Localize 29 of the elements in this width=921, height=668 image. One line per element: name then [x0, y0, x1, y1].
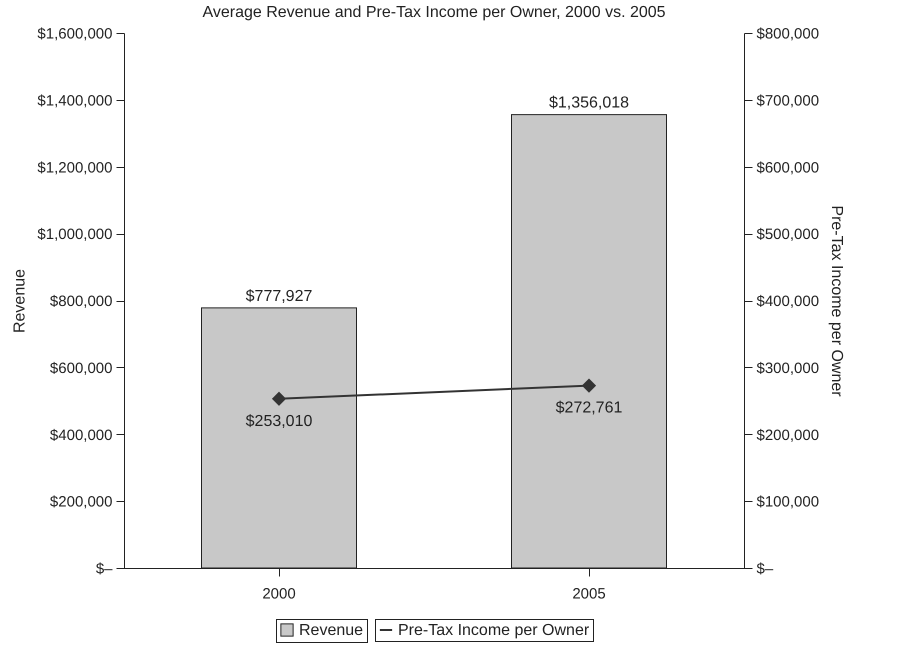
- y-tick-label: $–: [96, 560, 114, 578]
- y-tick-label: $600,000: [50, 360, 112, 377]
- chart-title: Average Revenue and Pre-Tax Income per Owner, 2000 vs. 2005: [202, 4, 666, 21]
- y-tick-label: $400,000: [50, 426, 112, 444]
- data-label: $253,010: [246, 412, 312, 430]
- legend-label: Revenue: [299, 622, 364, 639]
- y2-axis-title: Pre-Tax Income per Owner: [828, 205, 846, 398]
- y2-tick-label: $500,000: [756, 226, 820, 244]
- y2-tick-label: $300,000: [756, 360, 820, 377]
- legend-label: Pre-Tax Income per Owner: [398, 622, 590, 639]
- y2-tick-label: $700,000: [756, 92, 820, 110]
- y2-tick-label: $600,000: [756, 159, 820, 176]
- data-label: $272,761: [556, 400, 622, 417]
- y-tick-label: $1,600,000: [37, 26, 112, 42]
- x-tick-label: 2005: [572, 586, 606, 602]
- y-axis-title: Revenue: [11, 268, 28, 334]
- y-tick-label: $800,000: [50, 293, 112, 310]
- y-tick-label: $200,000: [50, 494, 112, 511]
- y-tick-label: $1,400,000: [37, 92, 112, 110]
- y2-tick-label: $800,000: [756, 26, 820, 42]
- data-label: $1,356,018: [548, 94, 630, 112]
- y-tick-label: $1,200,000: [37, 159, 112, 176]
- x-tick-label: 2000: [262, 586, 296, 602]
- y2-tick-label: $100,000: [756, 494, 820, 511]
- y-tick-label: $1,000,000: [37, 226, 112, 244]
- y2-tick-label: $200,000: [756, 426, 820, 444]
- y2-tick-label: $400,000: [756, 293, 820, 310]
- y2-tick-label: $–: [756, 560, 774, 578]
- data-label: $777,927: [246, 288, 312, 305]
